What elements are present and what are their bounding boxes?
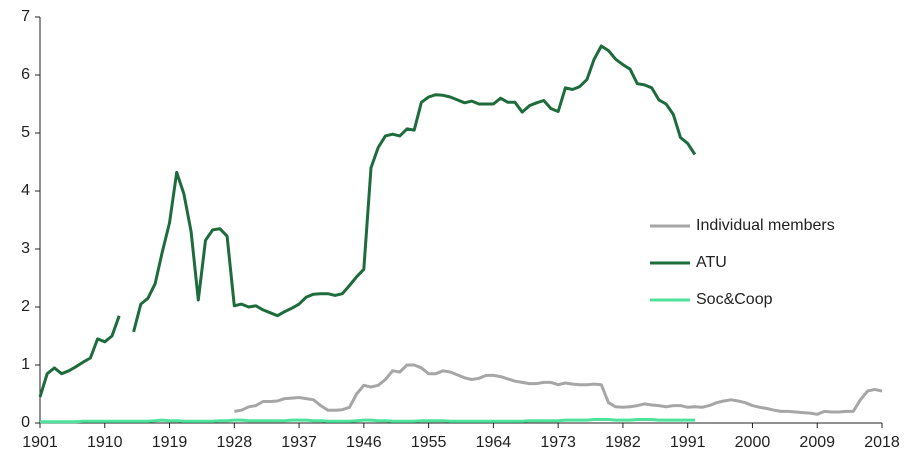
x-tick-label: 1991 (670, 434, 706, 451)
x-tick-label: 2018 (864, 434, 900, 451)
y-tick-label: 3 (21, 240, 30, 257)
y-tick-label: 0 (21, 414, 30, 431)
x-tick-label: 1964 (476, 434, 512, 451)
legend-label: Individual members (696, 217, 835, 234)
series-line (234, 363, 883, 416)
y-tick-label: 2 (21, 298, 30, 315)
x-tick-label: 1928 (217, 434, 253, 451)
y-tick-label: 1 (21, 356, 30, 373)
x-tick-label: 1946 (346, 434, 382, 451)
x-tick-label: 1982 (605, 434, 641, 451)
legend-label: ATU (696, 254, 727, 271)
legend-label: Soc&Coop (696, 291, 773, 308)
x-tick-label: 1901 (22, 434, 58, 451)
y-tick-label: 4 (21, 182, 30, 199)
x-tick-label: 1937 (281, 434, 317, 451)
x-tick-label: 1955 (411, 434, 447, 451)
series-line (38, 44, 697, 398)
x-tick-label: 1919 (152, 434, 188, 451)
y-tick-label: 7 (21, 8, 30, 25)
x-tick-label: 2000 (735, 434, 771, 451)
x-tick-label: 1973 (540, 434, 576, 451)
x-tick-label: 2009 (799, 434, 835, 451)
series-line (40, 418, 695, 424)
y-tick-label: 6 (21, 66, 30, 83)
x-tick-label: 1910 (87, 434, 123, 451)
y-tick-label: 5 (21, 124, 30, 141)
